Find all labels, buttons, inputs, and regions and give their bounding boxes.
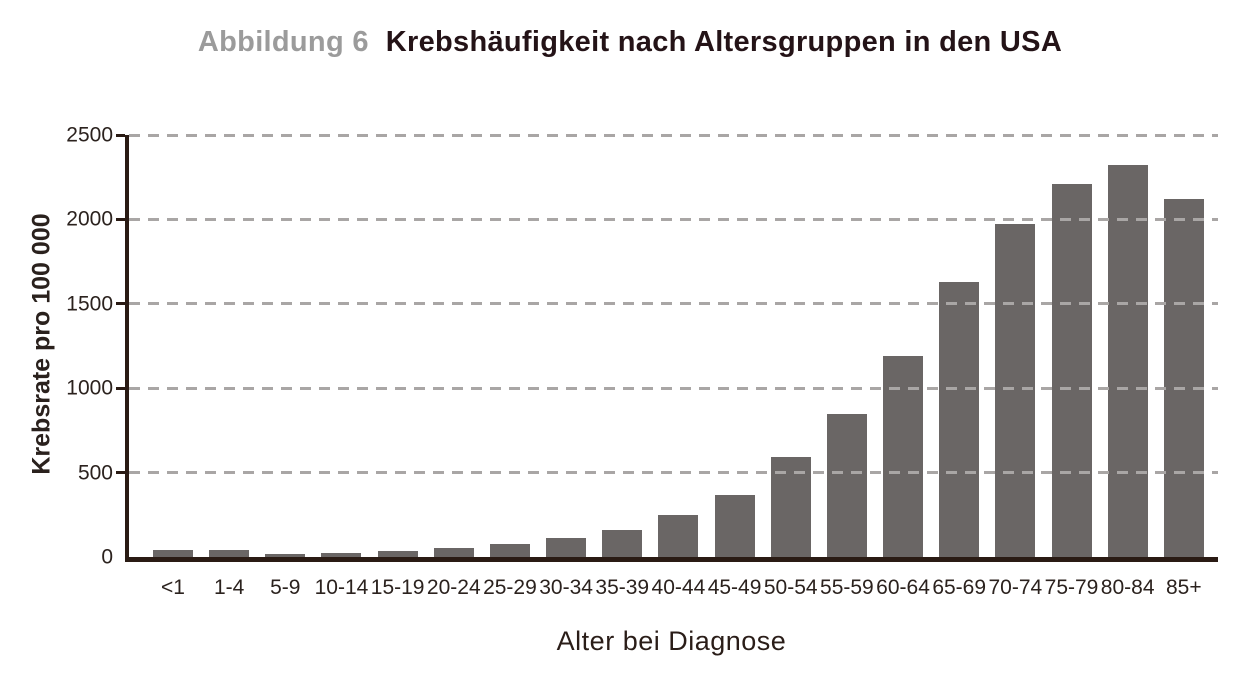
y-tick-label: 1000 <box>66 376 113 400</box>
figure-number-label: Abbildung 6 <box>197 26 369 58</box>
bar-85+: 85+ <box>1163 199 1204 598</box>
y-tick-label: 2500 <box>66 123 113 147</box>
bars-container: <1 1-4 5-9 10-14 15-19 20-24 25-29 30-34 35-39 40… <box>129 135 1218 598</box>
x-tick-label: 5-9 <box>270 576 301 599</box>
x-tick-label: 75-79 <box>1044 576 1099 599</box>
x-tick-label: 60-64 <box>876 576 930 599</box>
bar-20-24: 20-24 <box>427 547 481 598</box>
x-axis-label: Alter bei Diagnose <box>556 626 787 656</box>
y-tick-mark <box>116 471 125 475</box>
bar-25-29: 25-29 <box>483 544 537 598</box>
bar-5-9: 5-9 <box>265 553 306 598</box>
y-tick-mark <box>116 133 125 137</box>
bar-70-74: 70-74 <box>988 224 1042 598</box>
x-tick-label: 40-44 <box>651 576 706 599</box>
x-tick-label: 85+ <box>1166 576 1202 599</box>
x-tick-label: <1 <box>161 576 185 599</box>
bar-40-44: 40-44 <box>652 514 705 598</box>
y-tick-mark <box>116 302 125 306</box>
x-tick-label: 15-19 <box>370 576 425 599</box>
x-tick-label: 80-84 <box>1100 576 1155 599</box>
bar-35-39: 35-39 <box>595 530 649 598</box>
y-tick-mark <box>116 217 125 221</box>
x-tick-label: 45-49 <box>707 576 762 599</box>
x-tick-label: 25-29 <box>483 576 537 599</box>
x-tick-label: 20-24 <box>426 576 481 599</box>
bar-65-69: 65-69 <box>932 281 986 598</box>
x-tick-label: 70-74 <box>988 576 1043 599</box>
x-tick-label: 65-69 <box>932 576 987 599</box>
y-tick-label: 0 <box>101 545 113 569</box>
bar-80-84: 80-84 <box>1101 165 1155 598</box>
y-axis-label: Krebsrate pro 100 000 <box>27 213 56 475</box>
x-tick-label: 10-14 <box>314 576 369 599</box>
y-tick-label: 2000 <box>66 207 113 231</box>
y-tick-label: 500 <box>77 461 113 485</box>
figure-heading: Krebshäufigkeit nach Altersgruppen in de… <box>385 26 1063 58</box>
figure-title: Abbildung 6 Krebshäufigkeit nach Altersgr… <box>0 26 1260 59</box>
plot-area: <1 1-4 5-9 10-14 15-19 20-24 25-29 30-34 35-39 40… <box>66 125 1218 598</box>
y-tick-mark <box>116 386 125 390</box>
y-tick-label: 1500 <box>66 292 113 316</box>
x-tick-label: 1-4 <box>213 576 245 599</box>
bar-50-54: 50-54 <box>764 457 818 598</box>
bar-<1: <1 <box>153 550 193 598</box>
x-tick-label: 30-34 <box>539 576 593 599</box>
bar-30-34: 30-34 <box>539 538 593 598</box>
x-tick-label: 55-59 <box>820 576 874 599</box>
bar-45-49: 45-49 <box>708 494 761 598</box>
x-tick-label: 35-39 <box>595 576 650 599</box>
bar-55-59: 55-59 <box>820 413 874 598</box>
x-tick-label: 50-54 <box>763 576 818 599</box>
bar-15-19: 15-19 <box>371 551 424 598</box>
bar-75-79: 75-79 <box>1045 183 1098 598</box>
bar-60-64: 60-64 <box>876 356 930 598</box>
bar-1-4: 1-4 <box>209 550 250 598</box>
bar-10-14: 10-14 <box>315 552 368 598</box>
